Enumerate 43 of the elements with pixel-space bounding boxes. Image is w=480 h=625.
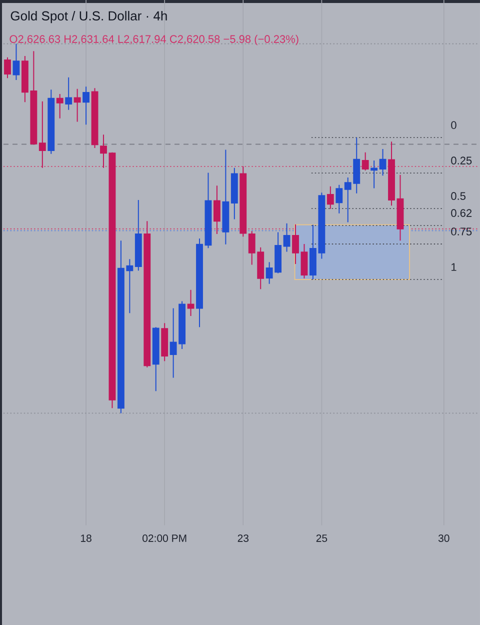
candlestick [204, 172, 212, 249]
candlestick [144, 220, 151, 368]
candlestick [152, 326, 160, 392]
candlestick [326, 186, 334, 210]
candlestick [300, 244, 308, 279]
candlestick [38, 100, 46, 168]
chart-subtitle: O2,626.63 H2,631.64 L2,617.94 C2,620.58 −5.98 (−0.23%) [10, 34, 298, 46]
candlestick [196, 238, 203, 328]
candlestick [213, 185, 220, 235]
candlestick [56, 94, 64, 119]
candlestick [100, 134, 107, 168]
candlestick [134, 200, 142, 272]
candlestick [388, 141, 395, 206]
candlestick [240, 166, 247, 238]
candlestick [222, 149, 230, 245]
text: 0.25 [451, 156, 472, 164]
candlestick [48, 89, 55, 154]
candlestick [74, 88, 81, 122]
candlestick [292, 224, 299, 264]
candlestick [187, 289, 194, 317]
x-tick-label: 18 [81, 534, 92, 542]
candlestick [65, 76, 72, 110]
x-tick-label: 25 [316, 534, 328, 542]
candlestick [161, 322, 168, 362]
candlestick [230, 167, 238, 220]
chart-title: Gold Spot / U.S. Dollar · 4h [10, 10, 167, 24]
candlestick [370, 160, 378, 189]
candlestick [336, 184, 343, 214]
candlestick [362, 152, 369, 171]
candlestick [396, 174, 404, 242]
text: 0 [451, 121, 456, 129]
text: 0.75 [451, 228, 472, 236]
x-tick-label: 30 [438, 534, 450, 542]
text: 0.62 [451, 209, 472, 217]
candlestick [283, 222, 290, 252]
text: 1 [452, 263, 456, 271]
candlestick [379, 148, 386, 176]
candlestick [4, 56, 11, 79]
candlestick [12, 43, 20, 80]
candlestick [82, 86, 90, 126]
x-tick-label: 02:00 PM [142, 534, 186, 542]
x-tick-label: 23 [238, 534, 249, 542]
text: 0.5 [451, 192, 466, 200]
